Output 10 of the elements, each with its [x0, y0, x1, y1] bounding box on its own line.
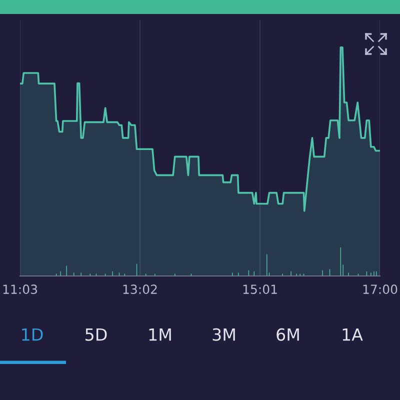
x-tick-label: 15:01: [243, 284, 277, 294]
x-tick-label: 13:02: [123, 284, 157, 294]
x-tick-label: 17:00: [363, 284, 398, 294]
text: 6M: [276, 328, 299, 341]
text: 1D: [22, 328, 43, 341]
text: 1A: [342, 328, 363, 341]
text: 5D: [86, 328, 107, 341]
text: 1M: [149, 328, 171, 341]
x-tick-label: 11:03: [3, 284, 38, 294]
text: 3M: [212, 328, 235, 341]
